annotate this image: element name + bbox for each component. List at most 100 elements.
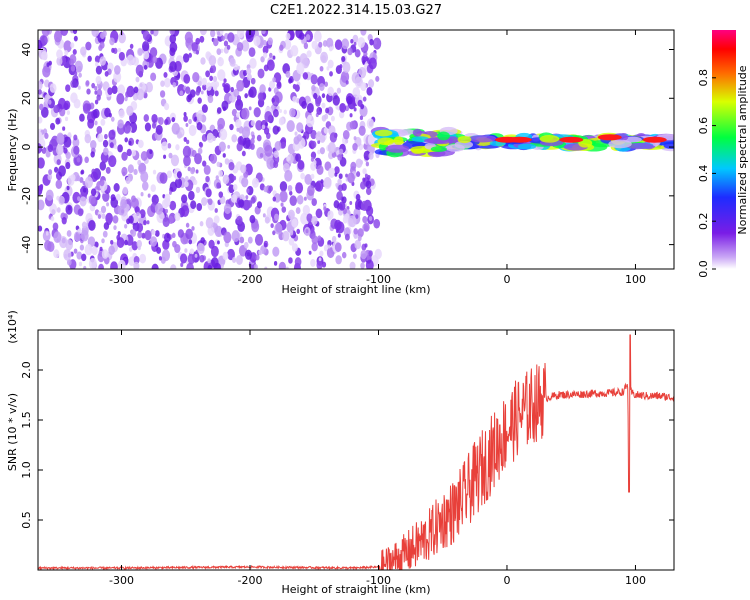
heatmap-cell xyxy=(289,195,297,207)
heatmap-cell xyxy=(229,123,234,131)
heatmap-cell xyxy=(194,253,198,258)
heatmap-cell xyxy=(364,243,368,248)
heatmap-cell xyxy=(341,183,347,191)
heatmap-cell xyxy=(217,117,226,130)
heatmap-cell xyxy=(136,223,144,233)
heatmap-cell xyxy=(323,244,329,252)
heatmap-cell xyxy=(331,235,337,243)
heatmap-cell xyxy=(187,45,192,51)
heatmap-cell xyxy=(207,226,215,236)
heatmap-cell xyxy=(191,42,199,52)
heatmap-cell xyxy=(82,187,87,193)
heatmap-cell xyxy=(263,52,268,59)
heatmap-cell xyxy=(317,149,321,155)
heatmap-cell xyxy=(324,113,329,120)
heatmap-cell xyxy=(264,111,273,123)
heatmap-cell xyxy=(200,237,205,244)
heatmap-cell xyxy=(124,96,128,102)
heatmap-cell xyxy=(47,173,53,181)
heatmap-cell xyxy=(143,219,147,226)
heatmap-cell xyxy=(344,233,350,241)
heatmap-cell xyxy=(221,35,225,41)
heatmap-cell xyxy=(326,66,330,71)
heatmap-cell xyxy=(188,118,192,125)
heatmap-cell xyxy=(352,253,357,259)
heatmap-cell xyxy=(327,244,331,249)
heatmap-cell xyxy=(207,264,213,269)
heatmap-cell xyxy=(184,180,189,188)
heatmap-cell xyxy=(88,257,97,269)
heatmap-cell xyxy=(185,123,189,128)
heatmap-cell xyxy=(213,215,220,224)
heatmap-cell xyxy=(133,168,138,176)
heatmap-cell xyxy=(354,239,362,250)
heatmap-cell xyxy=(169,61,177,73)
heatmap-cell xyxy=(335,255,342,265)
heatmap-cell xyxy=(338,173,343,180)
heatmap-cell xyxy=(279,181,288,192)
heatmap-cell xyxy=(45,189,54,201)
heatmap-cell xyxy=(246,188,250,194)
heatmap-cell xyxy=(195,169,199,174)
heatmap-cell xyxy=(233,63,239,71)
heatmap-cell xyxy=(98,263,104,269)
heatmap-cell xyxy=(237,136,244,145)
heatmap-cell xyxy=(103,222,110,230)
heatmap-cell xyxy=(53,30,63,43)
heatmap-cell xyxy=(375,75,380,82)
heatmap-cell xyxy=(186,262,194,269)
heatmap-cell xyxy=(60,30,69,36)
heatmap-cell xyxy=(143,64,148,70)
heatmap-cell xyxy=(323,127,329,134)
heatmap-cell xyxy=(109,142,114,149)
heatmap-cell xyxy=(327,86,334,96)
heatmap-cell xyxy=(183,115,188,122)
heatmap-cell xyxy=(360,181,366,190)
heatmap-cell xyxy=(249,57,257,69)
heatmap-cell xyxy=(241,126,251,139)
heatmap-cell xyxy=(293,136,300,145)
heatmap-cell xyxy=(248,47,256,58)
heatmap-cell xyxy=(355,204,359,210)
heatmap-cell xyxy=(72,48,77,55)
heatmap-cell xyxy=(300,212,309,225)
heatmap-cell xyxy=(334,242,342,253)
heatmap-cell xyxy=(216,161,221,168)
heatmap-cell xyxy=(188,190,195,201)
heatmap-cell xyxy=(201,77,208,86)
heatmap-cell xyxy=(373,40,377,45)
heatmap-cell xyxy=(63,248,72,261)
heatmap-cell xyxy=(207,198,213,206)
heatmap-cell xyxy=(663,141,674,149)
heatmap-cell xyxy=(315,180,324,192)
heatmap-cell xyxy=(114,144,118,150)
heatmap-cell xyxy=(353,41,357,46)
heatmap-cell xyxy=(285,266,289,269)
y-tick-label: 0 xyxy=(20,144,33,151)
heatmap-cell xyxy=(195,37,201,45)
heatmap-cell xyxy=(299,53,308,65)
heatmap-cell xyxy=(172,240,177,248)
heatmap-cell xyxy=(318,257,322,262)
heatmap-cell xyxy=(231,257,237,264)
heatmap-cell xyxy=(197,97,202,104)
heatmap-cell xyxy=(241,177,249,188)
heatmap-cell xyxy=(323,176,332,189)
heatmap-cell xyxy=(262,213,266,218)
heatmap-cell xyxy=(236,215,243,225)
y-tick-label: -40 xyxy=(20,236,33,254)
heatmap-cell xyxy=(152,56,158,64)
heatmap-cell xyxy=(155,124,163,135)
colorbar-tick-label: 0.6 xyxy=(697,117,710,135)
heatmap-cell xyxy=(364,224,369,232)
heatmap-cell xyxy=(117,84,126,96)
heatmap-cell xyxy=(117,231,121,236)
heatmap-cell xyxy=(329,132,337,143)
heatmap-cell xyxy=(208,55,217,67)
heatmap-cell xyxy=(377,137,395,146)
heatmap-cell xyxy=(341,38,350,50)
heatmap-cell xyxy=(90,188,97,196)
heatmap-cell xyxy=(302,204,310,216)
heatmap-cell xyxy=(67,132,72,138)
